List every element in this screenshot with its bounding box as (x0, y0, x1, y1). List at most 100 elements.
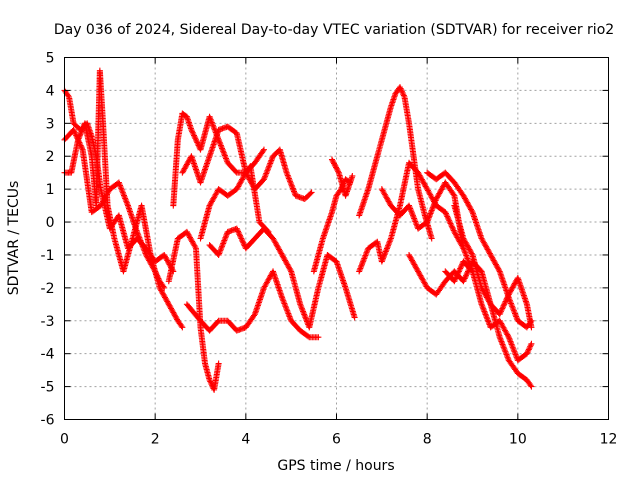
data-point (223, 155, 229, 162)
data-point (155, 275, 162, 282)
data-point (189, 129, 196, 136)
data-point (267, 158, 274, 165)
data-point (78, 143, 85, 150)
data-point (483, 312, 490, 319)
data-point (527, 382, 534, 389)
x-tick-label: 4 (241, 432, 250, 448)
data-point (207, 115, 214, 122)
data-point (512, 312, 519, 319)
data-point (499, 305, 506, 312)
data-point (450, 226, 457, 233)
data-point (502, 350, 509, 357)
data-point (482, 311, 489, 318)
data-point (379, 255, 386, 262)
data-point (485, 320, 492, 327)
data-point (462, 274, 469, 281)
data-point (447, 220, 454, 227)
y-tick-label: 3 (46, 116, 55, 132)
data-point (509, 303, 516, 310)
data-point (262, 173, 269, 180)
data-point (210, 123, 217, 130)
data-point (77, 142, 84, 149)
data-point (380, 254, 387, 261)
data-point (504, 352, 511, 359)
data-point (219, 146, 226, 153)
data-point (284, 171, 291, 178)
data-point (218, 244, 225, 251)
data-point (283, 304, 290, 311)
data-point (448, 221, 455, 228)
data-point (302, 315, 309, 322)
data-point (502, 298, 509, 305)
data-point (297, 301, 304, 308)
data-point (442, 210, 449, 217)
series-track-13 (356, 159, 467, 275)
data-point (208, 118, 215, 125)
data-point (120, 191, 127, 198)
data-point (497, 337, 504, 344)
data-point (217, 247, 224, 254)
data-point (361, 255, 368, 262)
series-track-12 (356, 84, 435, 242)
data-point (360, 258, 367, 265)
data-point (406, 204, 413, 211)
data-point (398, 86, 405, 93)
data-point (398, 88, 405, 95)
data-point (461, 248, 468, 255)
data-point (284, 307, 291, 314)
data-point (410, 212, 416, 219)
data-point (497, 335, 504, 342)
data-point (65, 92, 72, 99)
data-point (329, 157, 336, 164)
data-point (260, 176, 267, 183)
data-point (138, 240, 145, 247)
data-point (280, 299, 287, 306)
data-point (424, 219, 431, 226)
data-point (430, 203, 437, 210)
data-point (221, 151, 228, 158)
data-point (287, 178, 294, 185)
data-point (513, 352, 520, 359)
data-point (512, 310, 518, 317)
data-point (268, 157, 275, 164)
data-point (430, 201, 437, 208)
data-point (72, 131, 79, 138)
data-point (134, 228, 141, 235)
data-point (284, 172, 291, 179)
data-point (219, 145, 226, 152)
data-point (260, 146, 267, 153)
data-point (216, 139, 223, 146)
data-point (222, 154, 229, 161)
data-point (460, 245, 467, 252)
data-point (301, 312, 308, 319)
data-point (455, 268, 462, 275)
data-point (511, 309, 518, 316)
data-point (308, 189, 315, 196)
data-point (379, 257, 386, 264)
data-point (396, 84, 403, 91)
data-point (425, 214, 432, 221)
data-point (464, 269, 471, 276)
data-point (281, 300, 288, 307)
data-point (315, 334, 322, 341)
data-point (458, 262, 465, 269)
series-track-18 (442, 258, 535, 364)
x-tick-label: 6 (332, 432, 341, 448)
data-point (428, 207, 435, 214)
data-point (206, 113, 213, 120)
data-point (357, 264, 364, 271)
data-point (464, 256, 471, 263)
data-point (279, 294, 286, 301)
data-point (528, 324, 535, 331)
data-point (307, 190, 314, 197)
data-point (215, 251, 222, 258)
data-point (179, 324, 186, 331)
x-tick-label: 10 (509, 432, 527, 448)
data-point (220, 240, 227, 247)
data-point (448, 223, 455, 230)
data-point (287, 179, 294, 186)
data-point (285, 310, 292, 317)
data-point (124, 201, 131, 208)
data-point (383, 245, 390, 252)
y-axis-label: SDTVAR / TECUs (6, 181, 22, 296)
